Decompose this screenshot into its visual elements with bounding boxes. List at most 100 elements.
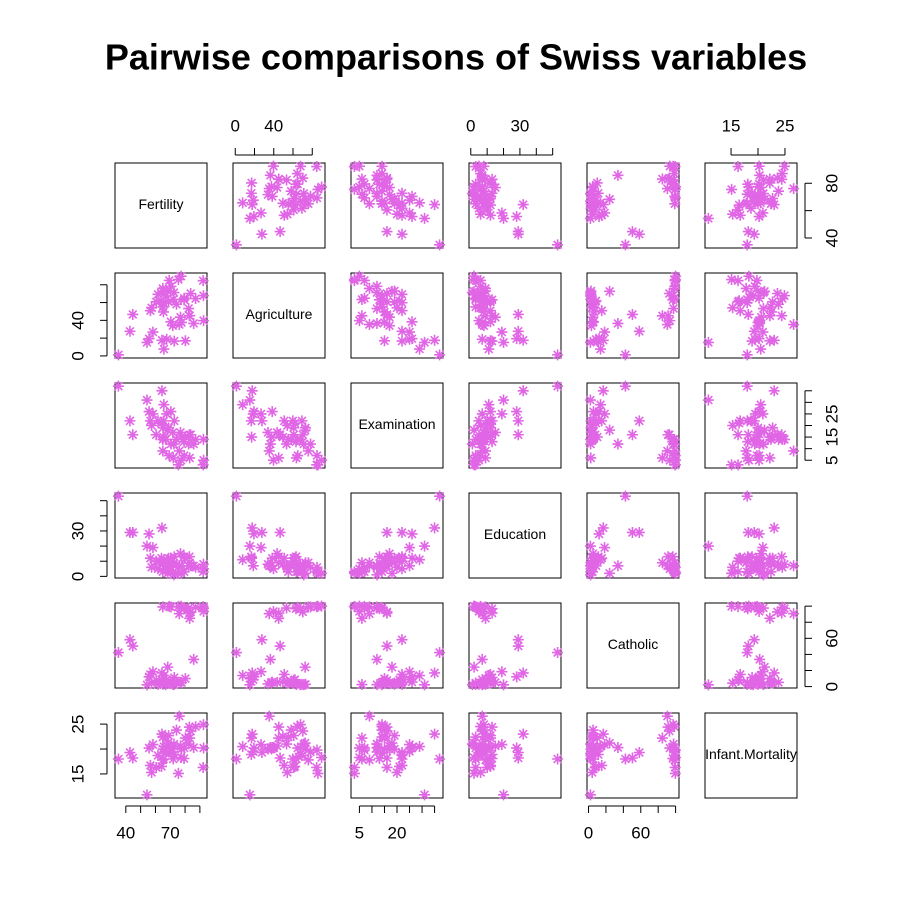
point <box>476 674 488 686</box>
point <box>496 326 508 338</box>
point <box>165 438 177 450</box>
point <box>669 275 681 287</box>
point <box>757 174 769 186</box>
point <box>767 296 779 308</box>
point <box>741 490 753 502</box>
point <box>511 671 523 683</box>
point <box>755 669 767 681</box>
point <box>188 653 200 665</box>
point <box>376 160 388 172</box>
point <box>597 334 609 346</box>
point <box>150 429 162 441</box>
point <box>590 746 602 758</box>
point <box>626 526 638 538</box>
point <box>246 522 258 534</box>
point <box>158 415 170 427</box>
point <box>273 732 285 744</box>
point <box>754 653 766 665</box>
point <box>765 566 777 578</box>
point <box>669 445 681 457</box>
variable-name: Agriculture <box>246 306 313 322</box>
point <box>727 677 739 689</box>
point <box>599 542 611 554</box>
point <box>378 560 390 572</box>
point <box>305 190 317 202</box>
point <box>143 528 155 540</box>
x-tick-label: 5 <box>355 823 364 842</box>
point <box>764 310 776 322</box>
point <box>161 674 173 686</box>
point <box>381 287 393 299</box>
point <box>185 725 197 737</box>
point <box>391 208 403 220</box>
point <box>517 667 529 679</box>
point <box>754 406 766 418</box>
point <box>292 566 304 578</box>
point <box>757 207 769 219</box>
point <box>266 406 278 418</box>
point <box>746 187 758 199</box>
point <box>670 751 682 763</box>
point <box>298 569 310 581</box>
point <box>150 296 162 308</box>
point <box>604 737 616 749</box>
point <box>394 760 406 772</box>
point <box>271 182 283 194</box>
point <box>591 732 603 744</box>
point <box>297 606 309 618</box>
point <box>590 333 602 345</box>
point <box>742 526 754 538</box>
point <box>419 679 431 691</box>
point <box>197 290 209 302</box>
point <box>273 551 285 563</box>
point <box>378 335 390 347</box>
point <box>752 181 764 193</box>
point <box>587 431 599 443</box>
point <box>511 211 523 223</box>
point <box>237 669 249 681</box>
point <box>144 415 156 427</box>
x-tick-label: 25 <box>776 116 795 135</box>
point <box>378 677 390 689</box>
point <box>765 306 777 318</box>
point <box>593 211 605 223</box>
point <box>246 431 258 443</box>
point <box>473 202 485 214</box>
point <box>311 450 323 462</box>
point <box>484 316 496 328</box>
point <box>278 668 290 680</box>
point <box>353 315 365 327</box>
point <box>669 198 681 210</box>
point <box>255 207 267 219</box>
point <box>668 168 680 180</box>
point <box>480 452 492 464</box>
point <box>656 732 668 744</box>
point <box>168 551 180 563</box>
x-tick-label: 70 <box>161 823 180 842</box>
point <box>277 558 289 570</box>
panel <box>114 272 208 359</box>
point <box>481 761 493 773</box>
point <box>754 190 766 202</box>
point <box>586 766 598 778</box>
point <box>473 415 485 427</box>
point <box>668 303 680 315</box>
point <box>753 602 765 614</box>
point <box>726 600 738 612</box>
point <box>256 228 268 240</box>
point <box>376 298 388 310</box>
point <box>746 672 758 684</box>
point <box>414 741 426 753</box>
point <box>757 666 769 678</box>
point <box>746 551 758 563</box>
point <box>749 280 761 292</box>
point <box>157 306 169 318</box>
point <box>237 197 249 209</box>
point <box>585 293 597 305</box>
point <box>356 732 368 744</box>
point <box>773 433 785 445</box>
point <box>388 730 400 742</box>
point <box>752 431 764 443</box>
point <box>726 459 738 471</box>
panel <box>114 162 208 249</box>
